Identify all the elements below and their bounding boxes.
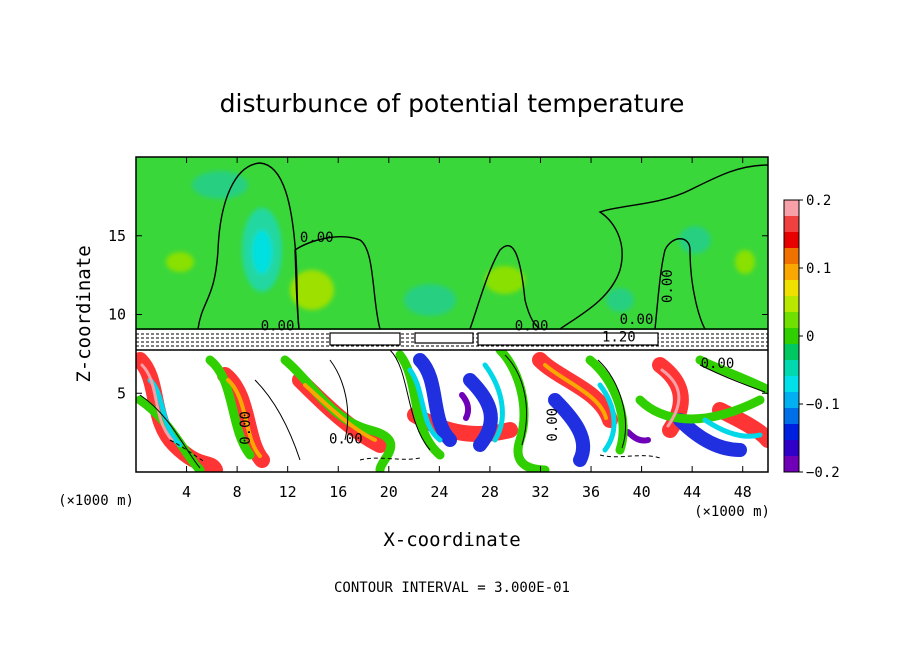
band-box: [329, 332, 401, 346]
pink-core: [140, 363, 681, 442]
anomaly: [404, 284, 456, 316]
contour-label: 0.00: [620, 312, 654, 328]
z-tick-label: 5: [117, 384, 126, 402]
contour-label: 0.00: [545, 408, 561, 442]
colorbar-swatch: [784, 200, 799, 217]
cold-centers: [459, 392, 651, 444]
colorbar-tick-label: 0.2: [806, 193, 831, 209]
contour-label: 0.00: [300, 230, 334, 246]
colorbar-swatch: [784, 392, 799, 409]
contour-label: 1.20: [602, 329, 636, 345]
x-axis-title: X-coordinate: [383, 529, 520, 551]
contour-label: 0.00: [238, 411, 254, 445]
upper-anomalies: [166, 171, 755, 316]
band-box: [414, 332, 474, 344]
anomaly: [192, 171, 248, 199]
x-tick-label: 24: [430, 483, 448, 501]
x-tick-label: 16: [329, 483, 347, 501]
x-tick-label: 28: [481, 483, 499, 501]
upper-contours: [197, 162, 768, 330]
x-tick-label: 4: [182, 483, 191, 501]
colorbar-tick-label: 0: [806, 329, 814, 345]
colorbar-swatch: [784, 232, 799, 249]
band-box: [477, 332, 659, 346]
colorbar-swatch: [784, 216, 799, 233]
contour-interval-note: CONTOUR INTERVAL = 3.000E-01: [334, 580, 570, 596]
cool-band: [147, 362, 763, 453]
anomaly: [290, 270, 334, 310]
colorbar-swatch: [784, 280, 799, 297]
anomaly: [606, 288, 634, 312]
contour-label: 0.00: [660, 269, 676, 303]
colorbar-swatch: [784, 248, 799, 265]
anomaly: [735, 250, 755, 274]
x-tick-label: 8: [233, 483, 242, 501]
colorbar-swatch: [784, 408, 799, 425]
colorbar-tick-label: −0.2: [806, 465, 840, 481]
anomaly: [252, 230, 272, 274]
z-axis-title: Z-coordinate: [73, 245, 95, 382]
z-tick-label: 10: [108, 306, 126, 324]
z-axis: 5 10 15: [108, 227, 768, 402]
colorbar-swatch: [784, 264, 799, 281]
anomaly: [485, 266, 525, 294]
colorbar-swatch: [784, 344, 799, 361]
x-tick-label: 48: [734, 483, 752, 501]
colorbar-swatch: [784, 296, 799, 313]
x-tick-label: 40: [633, 483, 651, 501]
warm-highlight: [226, 363, 608, 458]
x-axis: 4 8 12 16 20 24 28 32 36 40 44 48: [182, 157, 752, 501]
z-tick-label: 15: [108, 227, 126, 245]
contour-label: 0.00: [261, 318, 295, 334]
contour-label: 0.00: [701, 356, 735, 372]
x-tick-label: 44: [683, 483, 701, 501]
colorbar: 0.2 0.1 0 −0.1 −0.2: [783, 193, 840, 481]
neutral-band: [136, 345, 768, 472]
colorbar-swatch: [784, 376, 799, 393]
colorbar-swatch: [784, 328, 799, 345]
colorbar-swatch: [784, 440, 799, 457]
anomaly: [679, 226, 711, 254]
colorbar-tick-label: −0.1: [806, 397, 840, 413]
x-tick-label: 20: [380, 483, 398, 501]
x-tick-label: 32: [531, 483, 549, 501]
lower-contours: [139, 349, 766, 469]
cold-cores: [413, 353, 747, 467]
lower-anomalies: [136, 345, 768, 472]
x-tick-label: 36: [582, 483, 600, 501]
chart-title: disturbunce of potential temperature: [220, 89, 685, 118]
contour-label: 0.00: [515, 318, 549, 334]
colorbar-swatch: [784, 360, 799, 377]
anomaly: [166, 252, 194, 272]
colorbar-tick-label: 0.1: [806, 261, 831, 277]
colorbar-swatch: [784, 312, 799, 329]
plot-area: 0.000.000.00 0.00 0.001.200.000.00 0.00 0.00: [136, 157, 768, 472]
colorbar-swatch: [784, 424, 799, 441]
x-unit-label-right: (×1000 m): [694, 504, 770, 520]
contour-label: 0.00: [329, 432, 363, 448]
band-boxes: [329, 332, 659, 346]
x-unit-label-left: (×1000 m): [58, 493, 134, 509]
colorbar-swatch: [784, 456, 799, 473]
x-tick-label: 12: [279, 483, 297, 501]
contour-labels: 0.000.000.00 0.00 0.001.200.000.00 0.00 0.00: [238, 230, 735, 448]
